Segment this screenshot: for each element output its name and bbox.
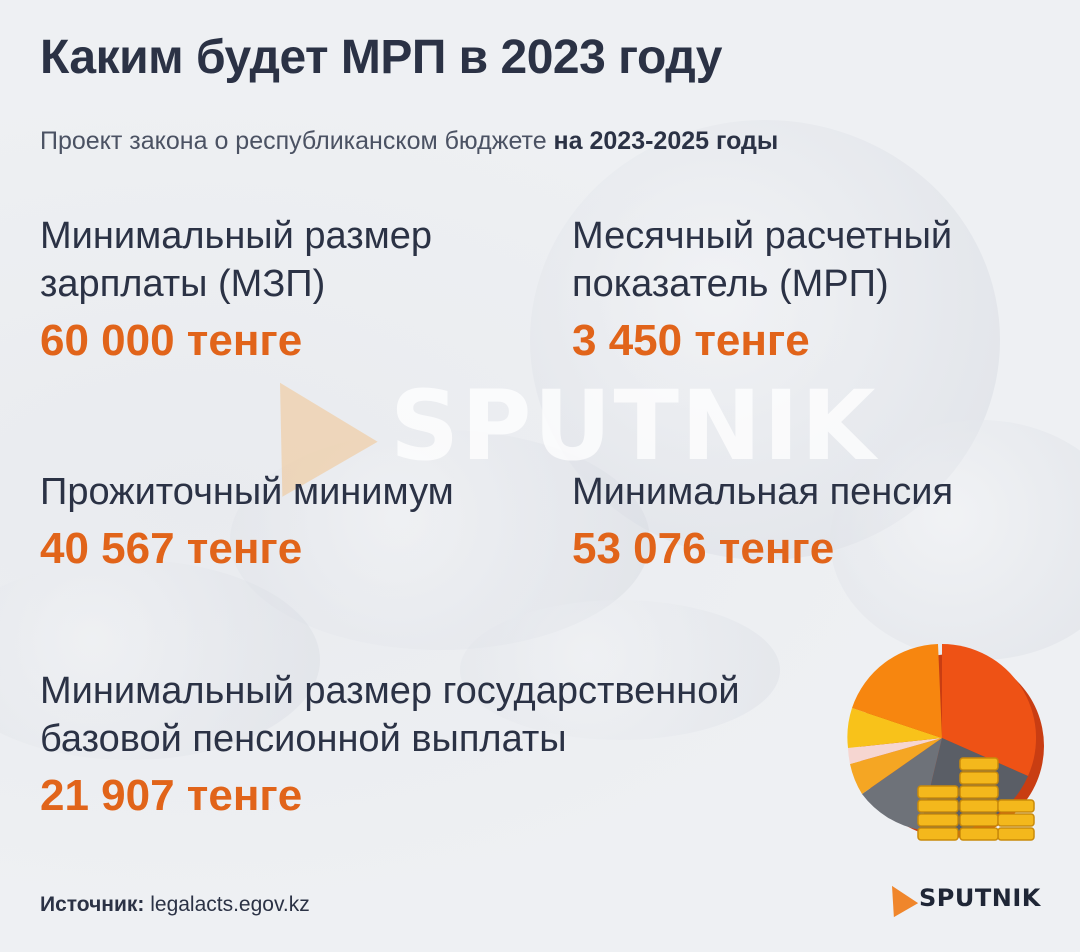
item-subsistence-minimum: Прожиточный минимум 40 567 тенге: [40, 468, 560, 574]
item-mzp: Минимальный размер зарплаты (МЗП) 60 000…: [40, 212, 540, 366]
logo-text: SPUTNIK: [919, 884, 1041, 912]
sputnik-logo: SPUTNIK: [879, 878, 1041, 918]
item-value: 53 076 тенге: [572, 524, 835, 573]
item-label: Минимальный размер государственной базов…: [40, 670, 740, 760]
watermark-text: SPUTNIK: [390, 370, 878, 482]
coin-decoration: [830, 420, 1080, 660]
item-label: Минимальная пенсия: [572, 471, 954, 513]
item-mrp: Месячный расчетный показатель (МРП) 3 45…: [572, 212, 1052, 366]
subtitle-text: Проект закона о республиканском бюджете: [40, 127, 554, 155]
item-label: Месячный расчетный показатель (МРП): [572, 215, 953, 305]
coin-decoration: [0, 560, 320, 760]
subtitle-bold: на 2023-2025 годы: [553, 127, 779, 155]
coin-decoration: [530, 120, 1000, 560]
page-subtitle: Проект закона о республиканском бюджете …: [40, 127, 778, 156]
sputnik-arrow-icon: [879, 878, 919, 918]
coin-decoration: [460, 600, 780, 740]
watermark: SPUTNIK: [232, 355, 878, 497]
item-value: 21 907 тенге: [40, 771, 303, 820]
item-label: Прожиточный минимум: [40, 471, 454, 513]
item-base-pension: Минимальный размер государственной базов…: [40, 667, 840, 821]
source-link[interactable]: legalacts.egov.kz: [150, 893, 310, 916]
pie-chart-coins-illustration: [847, 644, 1044, 841]
page-title: Каким будет МРП в 2023 году: [40, 31, 722, 84]
source-line: Источник: legalacts.egov.kz: [40, 893, 310, 917]
item-minimum-pension: Минимальная пенсия 53 076 тенге: [572, 468, 1052, 574]
item-label: Минимальный размер зарплаты (МЗП): [40, 215, 433, 305]
item-value: 40 567 тенге: [40, 524, 303, 573]
item-value: 3 450 тенге: [572, 316, 810, 365]
coin-decoration: [230, 430, 650, 650]
item-value: 60 000 тенге: [40, 316, 303, 365]
source-label: Источник:: [40, 893, 145, 916]
